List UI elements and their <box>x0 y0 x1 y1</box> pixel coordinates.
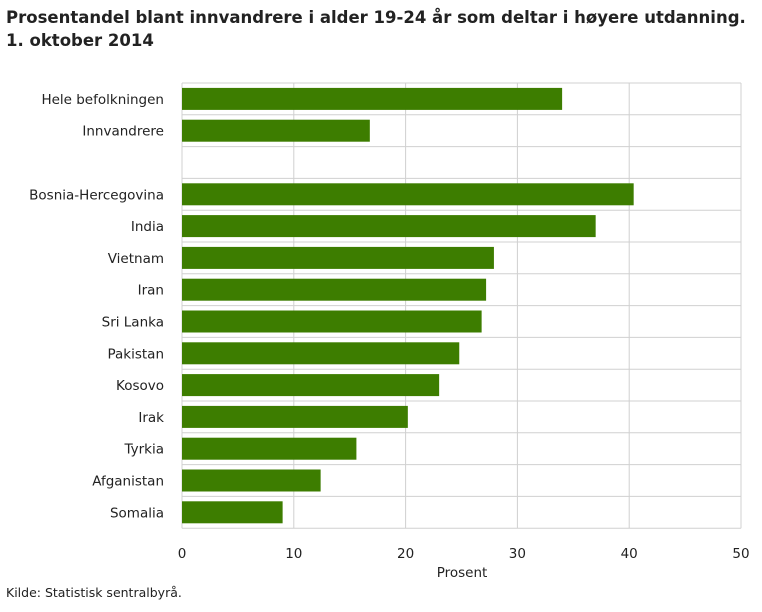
category-label: Somalia <box>110 505 164 521</box>
bar <box>182 469 321 492</box>
x-axis-label: Prosent <box>437 565 488 581</box>
category-label: Afganistan <box>92 474 164 490</box>
bar <box>182 183 634 206</box>
category-label: Innvandrere <box>82 124 164 140</box>
x-tick-label: 0 <box>178 546 187 562</box>
bar <box>182 119 370 142</box>
category-label: Iran <box>138 283 164 299</box>
source-note: Kilde: Statistisk sentralbyrå. <box>6 585 182 600</box>
x-tick-label: 50 <box>732 546 749 562</box>
bar <box>182 374 440 397</box>
x-tick-label: 30 <box>509 546 526 562</box>
category-label: Hele befolkningen <box>41 92 164 108</box>
category-labels: Hele befolkningen Innvandrere Bosnia-Herce… <box>29 92 164 521</box>
category-label: Tyrkia <box>123 442 164 458</box>
bar <box>182 310 482 333</box>
bar <box>182 405 408 428</box>
bar <box>182 278 487 301</box>
x-tick-label: 10 <box>285 546 302 562</box>
category-label: Vietnam <box>108 251 164 267</box>
bar <box>182 215 596 238</box>
category-label: Sri Lanka <box>102 315 164 331</box>
bar <box>182 437 357 460</box>
category-label: Kosovo <box>116 378 164 394</box>
bar <box>182 342 460 365</box>
chart-title: Prosentandel blant innvandrere i alder 1… <box>6 8 746 50</box>
category-label: Irak <box>138 410 164 426</box>
category-label: Bosnia-Hercegovina <box>29 187 164 203</box>
x-tick-label: 40 <box>621 546 638 562</box>
bars <box>182 87 634 524</box>
category-label: Pakistan <box>107 346 164 362</box>
x-tick-labels: 0 10 20 30 40 50 <box>178 546 750 562</box>
bar <box>182 501 283 524</box>
category-label: India <box>131 219 164 235</box>
bar <box>182 246 494 269</box>
x-tick-label: 20 <box>397 546 414 562</box>
grid-lines <box>181 82 742 529</box>
bar <box>182 87 563 110</box>
